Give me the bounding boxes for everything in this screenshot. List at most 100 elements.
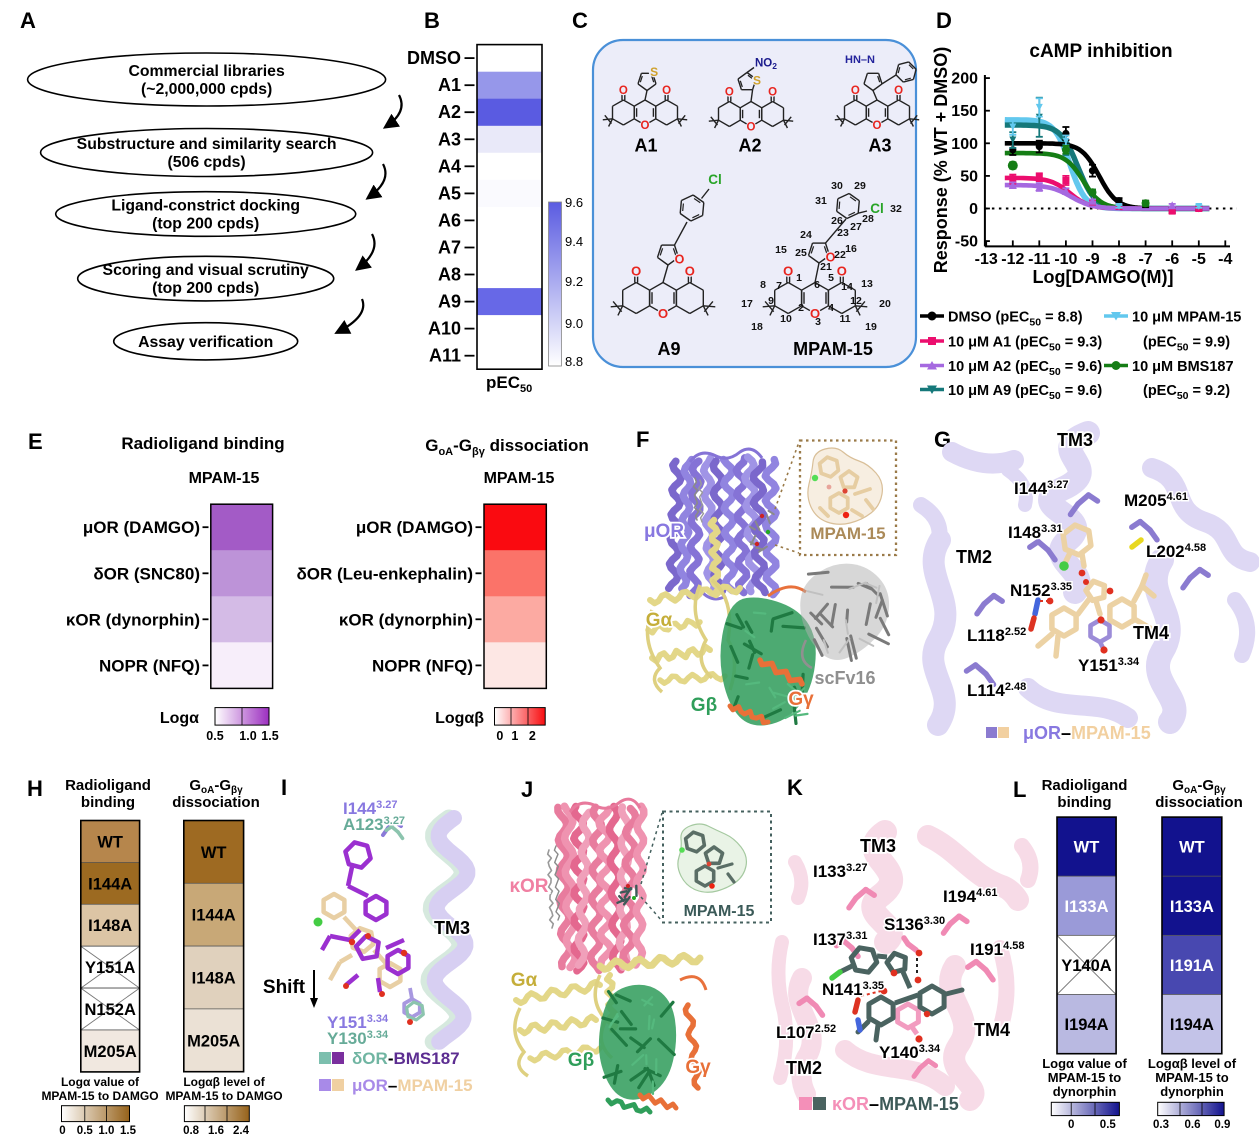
svg-text:Gβ: Gβ	[568, 1050, 594, 1071]
svg-text:TM3: TM3	[1057, 430, 1093, 450]
svg-text:DMSO: DMSO	[407, 48, 461, 68]
svg-text:μOR: μOR	[644, 521, 684, 542]
svg-text:0.5: 0.5	[1100, 1119, 1117, 1131]
svg-text:-9: -9	[1085, 251, 1099, 268]
svg-text:κOR–MPAM-15: κOR–MPAM-15	[832, 1094, 959, 1114]
svg-text:10 μM MPAM-15: 10 μM MPAM-15	[1132, 310, 1241, 326]
svg-text:F: F	[636, 427, 649, 452]
svg-text:binding: binding	[1057, 794, 1111, 811]
svg-text:NOPR (NFQ): NOPR (NFQ)	[372, 656, 473, 675]
svg-text:2: 2	[798, 302, 804, 314]
svg-text:Ligand-constrict docking: Ligand-constrict docking	[111, 198, 300, 215]
svg-text:N152A: N152A	[85, 1001, 136, 1019]
svg-text:O: O	[658, 306, 668, 321]
svg-text:Logαβ level of: Logαβ level of	[1148, 1056, 1237, 1071]
svg-text:I194A: I194A	[1064, 1016, 1108, 1034]
svg-text:4: 4	[828, 302, 834, 314]
svg-text:A: A	[20, 8, 36, 33]
svg-text:Commercial libraries: Commercial libraries	[128, 63, 285, 80]
svg-text:1: 1	[796, 272, 802, 284]
svg-text:5: 5	[828, 272, 834, 284]
svg-text:A5: A5	[438, 183, 461, 203]
svg-text:Logα: Logα	[160, 710, 199, 727]
svg-text:150: 150	[951, 103, 978, 120]
svg-text:1.0: 1.0	[239, 729, 256, 743]
svg-text:100: 100	[951, 136, 978, 153]
svg-text:TM3: TM3	[434, 918, 470, 938]
svg-text:50: 50	[960, 168, 978, 185]
svg-text:17: 17	[741, 298, 753, 310]
svg-text:-7: -7	[1138, 251, 1152, 268]
svg-text:A1: A1	[438, 75, 461, 95]
svg-text:O: O	[619, 85, 628, 97]
svg-text:A4: A4	[438, 156, 461, 176]
svg-text:TM3: TM3	[860, 836, 896, 856]
svg-text:MPAM-15: MPAM-15	[810, 524, 885, 543]
svg-text:μOR–MPAM-15: μOR–MPAM-15	[352, 1076, 473, 1095]
svg-text:O: O	[768, 87, 777, 99]
svg-text:9.6: 9.6	[565, 195, 583, 210]
svg-text:23: 23	[837, 227, 849, 239]
svg-text:I148A: I148A	[192, 970, 236, 988]
svg-text:B: B	[424, 8, 440, 33]
svg-text:A3: A3	[438, 129, 461, 149]
svg-text:κOR (dynorphin): κOR (dynorphin)	[66, 610, 200, 629]
svg-text:0.3: 0.3	[1153, 1119, 1169, 1131]
svg-text:κOR: κOR	[509, 876, 548, 897]
svg-text:I191A: I191A	[1170, 957, 1214, 975]
svg-text:O: O	[675, 252, 685, 266]
svg-text:7: 7	[776, 280, 782, 292]
svg-text:MPAM-15 to DAMGO: MPAM-15 to DAMGO	[165, 1089, 282, 1103]
svg-text:-50: -50	[955, 234, 978, 251]
svg-text:Assay verification: Assay verification	[138, 334, 273, 351]
svg-text:S: S	[650, 65, 658, 79]
svg-text:M205A: M205A	[84, 1043, 137, 1061]
svg-text:20: 20	[879, 298, 891, 310]
svg-text:Scoring and visual scrutiny: Scoring and visual scrutiny	[103, 262, 310, 279]
svg-text:A3: A3	[868, 136, 891, 156]
svg-text:I: I	[281, 775, 287, 800]
svg-text:1.5: 1.5	[120, 1125, 137, 1137]
svg-text:TM2: TM2	[956, 547, 992, 567]
svg-text:TM4: TM4	[1133, 623, 1169, 643]
svg-text:MPAM-15: MPAM-15	[484, 470, 555, 487]
svg-text:0.9: 0.9	[1214, 1119, 1230, 1131]
svg-text:O: O	[662, 85, 671, 97]
svg-text:Cl: Cl	[708, 172, 722, 187]
svg-text:A6: A6	[438, 210, 461, 230]
svg-text:28: 28	[862, 213, 874, 225]
svg-text:O: O	[631, 264, 641, 279]
svg-text:O: O	[894, 85, 903, 97]
svg-text:-8: -8	[1112, 251, 1126, 268]
svg-text:D: D	[936, 8, 952, 33]
svg-text:0.5: 0.5	[206, 729, 223, 743]
svg-text:O: O	[725, 87, 734, 99]
svg-text:8.8: 8.8	[565, 354, 583, 369]
svg-text:0: 0	[59, 1125, 65, 1137]
svg-text:dissociation: dissociation	[172, 794, 260, 811]
svg-text:I133A: I133A	[1170, 898, 1214, 916]
svg-text:0.5: 0.5	[77, 1125, 94, 1137]
svg-text:Gβ: Gβ	[691, 695, 717, 716]
svg-text:MPAM-15: MPAM-15	[793, 339, 873, 359]
svg-text:0.6: 0.6	[1185, 1119, 1201, 1131]
svg-text:MPAM-15 to: MPAM-15 to	[1048, 1070, 1121, 1085]
svg-text:MPAM-15: MPAM-15	[189, 470, 260, 487]
svg-text:Logα value of: Logα value of	[61, 1075, 140, 1089]
svg-text:WT: WT	[201, 844, 227, 862]
svg-text:δOR (Leu-enkephalin): δOR (Leu-enkephalin)	[296, 564, 473, 583]
svg-text:WT: WT	[1179, 839, 1205, 857]
svg-text:WT: WT	[97, 834, 123, 852]
svg-text:I148A: I148A	[88, 917, 132, 935]
svg-text:I144A: I144A	[192, 907, 236, 925]
svg-text:16: 16	[845, 243, 857, 255]
svg-text:29: 29	[854, 180, 866, 192]
svg-text:E: E	[28, 429, 43, 454]
svg-text:Logαβ: Logαβ	[435, 710, 484, 727]
svg-text:2: 2	[529, 729, 536, 743]
svg-text:MPAM-15 to: MPAM-15 to	[1155, 1070, 1228, 1085]
svg-text:Gγ: Gγ	[788, 689, 814, 710]
svg-text:Radioligand: Radioligand	[1042, 777, 1128, 794]
svg-text:MPAM-15 to DAMGO: MPAM-15 to DAMGO	[41, 1089, 158, 1103]
svg-text:A2: A2	[738, 136, 761, 156]
